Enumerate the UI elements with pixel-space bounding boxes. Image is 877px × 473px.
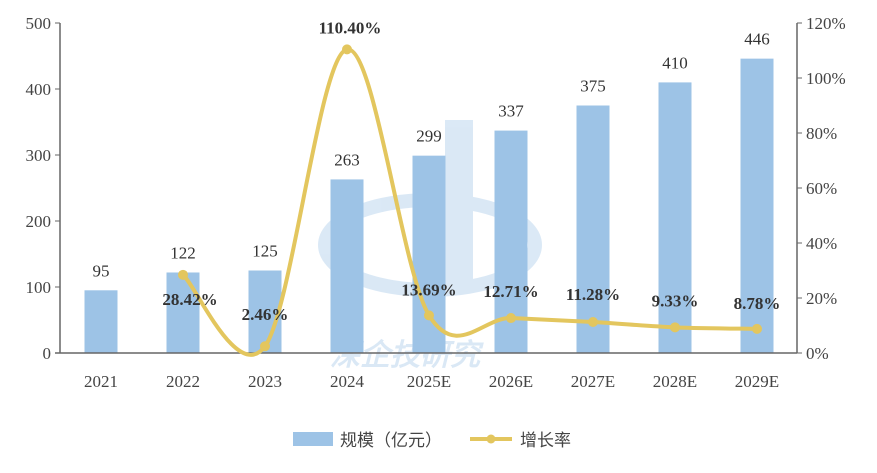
x-tick-label: 2022 xyxy=(166,372,200,391)
bar xyxy=(412,155,446,353)
growth-marker xyxy=(260,341,270,352)
growth-rate-label: 110.40% xyxy=(319,18,382,37)
bar xyxy=(166,272,200,353)
bar xyxy=(576,105,610,353)
growth-marker xyxy=(424,310,434,321)
growth-marker xyxy=(342,44,352,55)
growth-marker xyxy=(506,313,516,324)
legend: 规模（亿元） 增长率 xyxy=(293,431,571,450)
growth-rate-label: 2.46% xyxy=(242,305,289,324)
right-tick-label: 80% xyxy=(806,124,837,143)
legend-label-bar: 规模（亿元） xyxy=(340,431,442,450)
left-tick-label: 200 xyxy=(26,212,52,231)
growth-rate-label: 9.33% xyxy=(652,291,699,310)
right-tick-label: 120% xyxy=(806,14,846,33)
legend-swatch-bar xyxy=(293,432,333,446)
right-tick-label: 20% xyxy=(806,289,837,308)
x-tick-label: 2023 xyxy=(248,372,282,391)
growth-rate-label: 12.71% xyxy=(483,282,538,301)
bar-value-label: 122 xyxy=(170,243,196,262)
bar xyxy=(330,179,364,353)
right-tick-label: 0% xyxy=(806,344,829,363)
growth-line xyxy=(181,47,758,357)
bar-value-label: 375 xyxy=(580,77,606,96)
bar-value-label: 125 xyxy=(252,242,278,261)
growth-rate-label: 13.69% xyxy=(401,280,456,299)
bar-value-label: 263 xyxy=(334,150,360,169)
growth-rate-label: 11.28% xyxy=(566,285,620,304)
x-tick-label: 2021 xyxy=(84,372,118,391)
x-tick-label: 2029E xyxy=(735,372,779,391)
x-tick-label: 2027E xyxy=(571,372,615,391)
left-tick-label: 300 xyxy=(26,146,52,165)
left-tick-label: 400 xyxy=(26,80,52,99)
bar-value-label: 410 xyxy=(662,53,688,72)
x-tick-label: 2028E xyxy=(653,372,697,391)
bar-value-label: 299 xyxy=(416,127,442,146)
growth-marker xyxy=(670,322,680,333)
left-tick-label: 500 xyxy=(26,14,52,33)
growth-rate-label: 8.78% xyxy=(734,294,781,313)
legend-marker xyxy=(486,434,496,444)
bar-value-label: 95 xyxy=(93,261,110,280)
x-tick-label: 2024 xyxy=(330,372,365,391)
bar xyxy=(658,82,692,354)
legend-label-line: 增长率 xyxy=(520,431,571,450)
bar-value-label: 446 xyxy=(744,30,770,49)
bar xyxy=(740,58,774,353)
bar xyxy=(84,290,118,353)
growth-marker xyxy=(752,323,762,334)
x-tick-label: 2026E xyxy=(489,372,533,391)
growth-marker xyxy=(588,316,598,327)
left-tick-label: 0 xyxy=(43,344,52,363)
growth-rate-label: 28.42% xyxy=(162,290,217,309)
right-tick-label: 100% xyxy=(806,69,846,88)
growth-marker xyxy=(178,269,188,280)
right-tick-label: 60% xyxy=(806,179,837,198)
bar-value-label: 337 xyxy=(498,102,524,121)
bar xyxy=(248,270,282,353)
left-tick-label: 100 xyxy=(26,278,52,297)
x-tick-label: 2025E xyxy=(407,372,451,391)
right-tick-label: 40% xyxy=(806,234,837,253)
